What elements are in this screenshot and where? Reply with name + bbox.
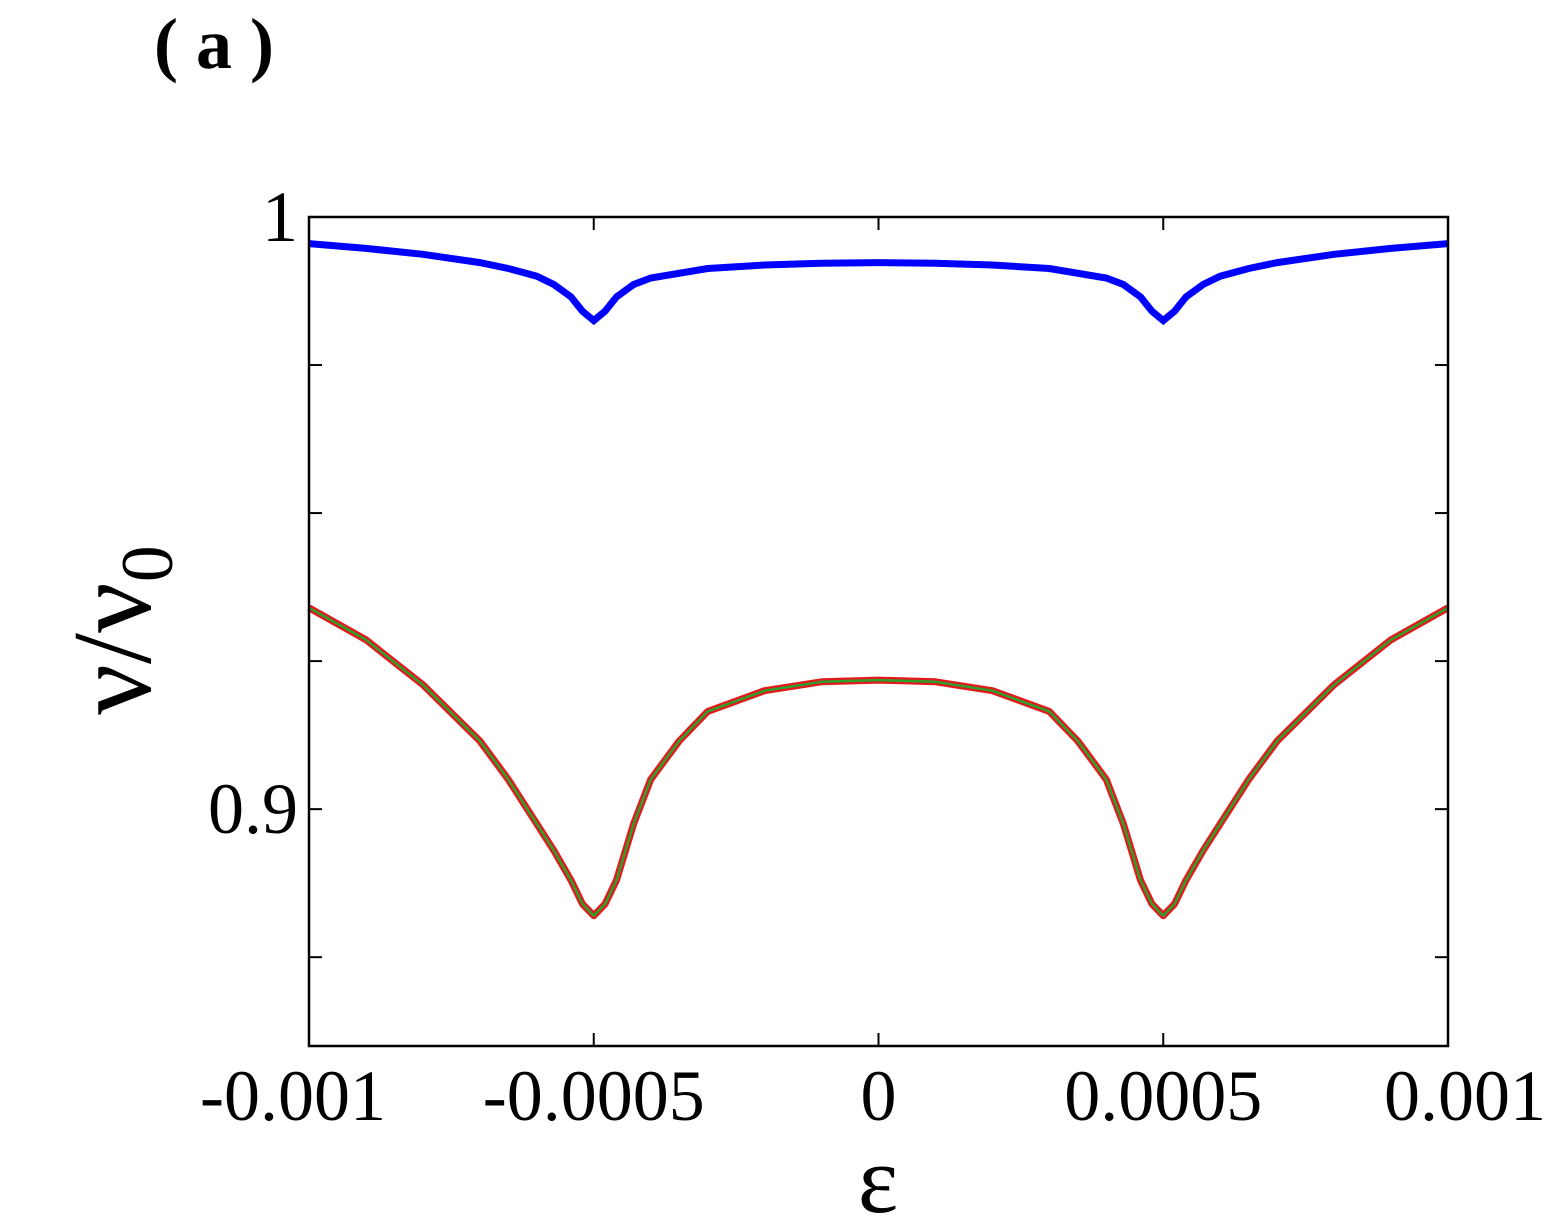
series-1-line — [308, 240, 1449, 326]
y-tick-labels: 0.91 — [208, 177, 298, 849]
series-2-line — [308, 606, 1449, 917]
y-axis-label: ν/ν0 — [51, 545, 189, 714]
y-axis-label-main: ν/ν — [51, 582, 175, 714]
x-axis-label: ε — [858, 1126, 898, 1223]
series-layer — [307, 240, 1450, 920]
x-tick-label: -0.0005 — [483, 1056, 705, 1136]
x-tick-label: 0 — [861, 1056, 897, 1136]
x-tick-label: -0.001 — [200, 1056, 386, 1136]
panel-label: ( a ) — [154, 4, 274, 84]
y-tick-label: 1 — [262, 177, 298, 257]
y-tick-label: 0.9 — [208, 769, 298, 849]
plot-frame — [307, 215, 1450, 1048]
x-tick-labels: -0.001 -0.0005 0 0.0005 0.001 — [200, 1056, 1546, 1136]
series-2-edge-line — [307, 604, 1450, 920]
x-tick-label: 0.0005 — [1064, 1056, 1262, 1136]
y-axis-label-subscript: 0 — [107, 545, 189, 582]
tick-layer — [308, 216, 1449, 1047]
x-tick-label: 0.001 — [1384, 1056, 1546, 1136]
